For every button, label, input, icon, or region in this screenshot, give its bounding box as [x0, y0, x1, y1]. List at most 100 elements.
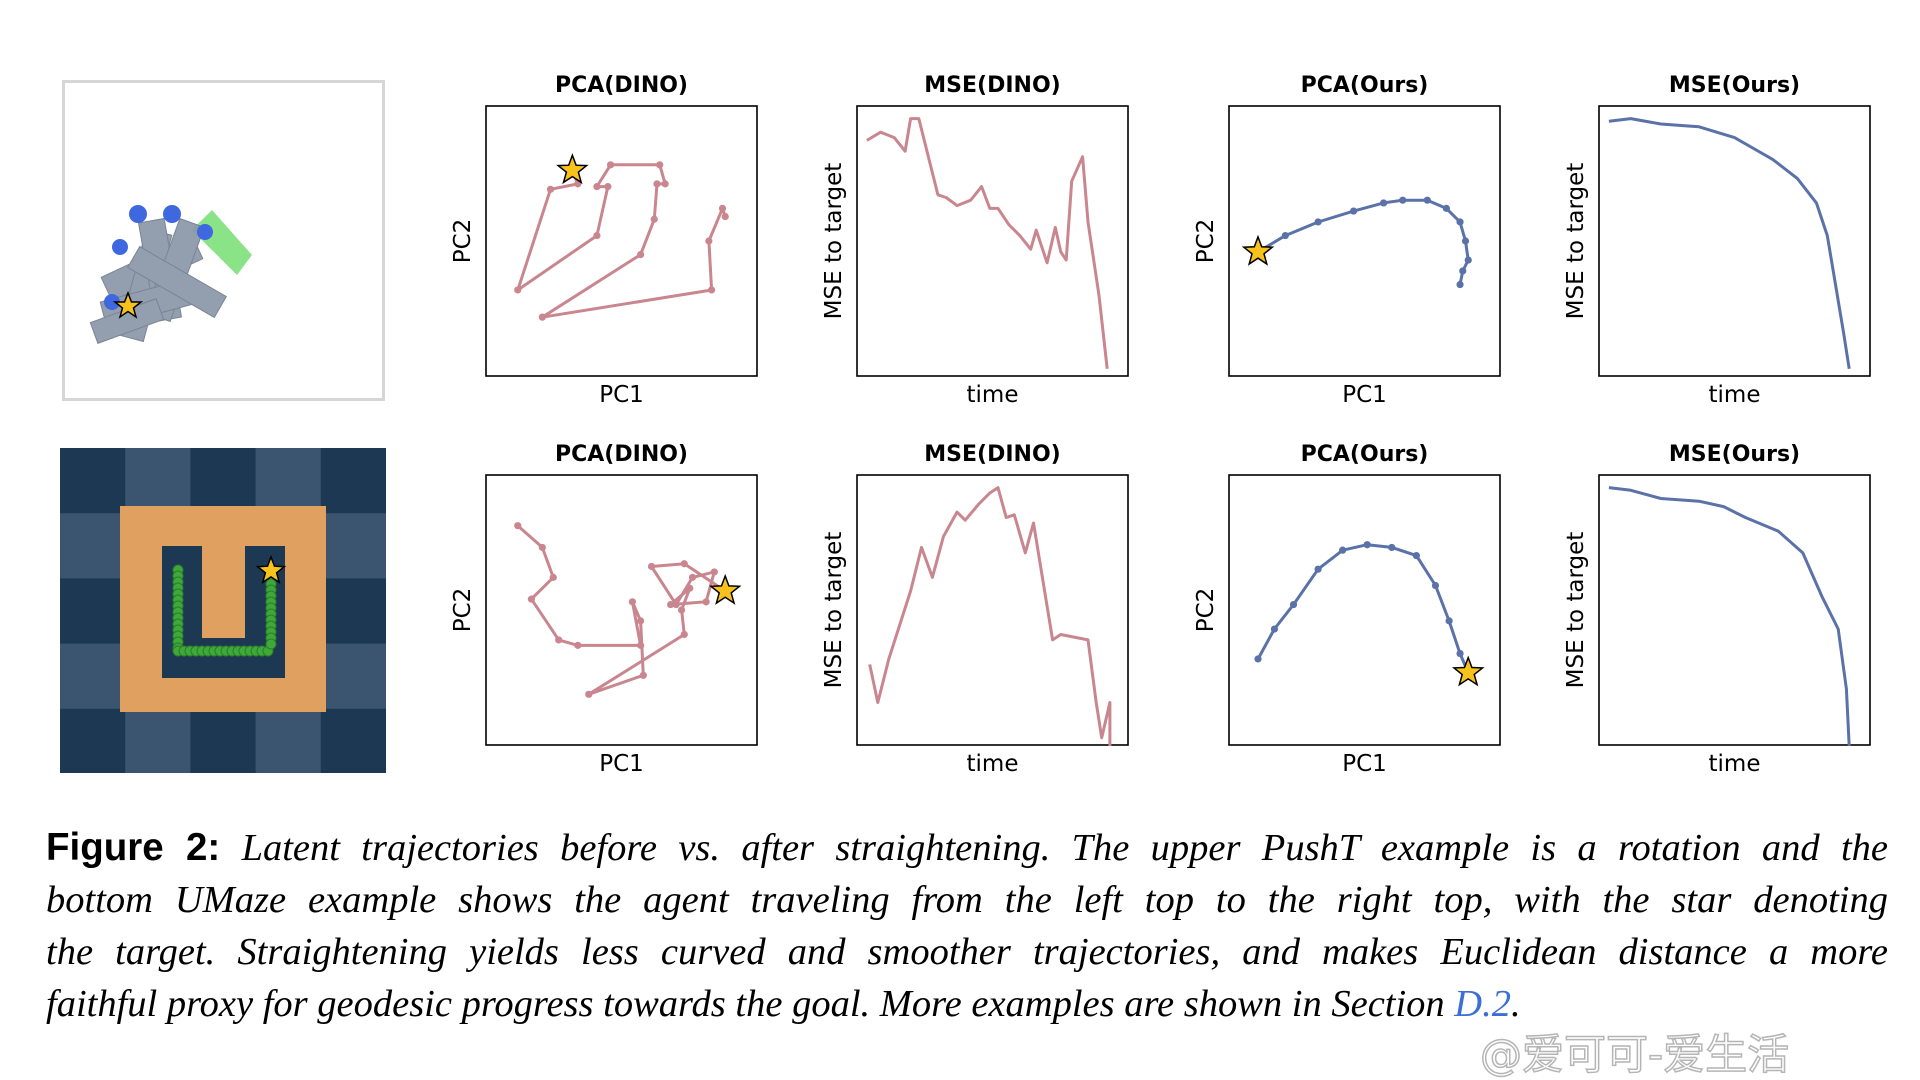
- trajectory-point: [1459, 267, 1467, 275]
- floor-tile: [190, 448, 257, 515]
- pusht-image: [62, 80, 385, 401]
- floor-tile: [60, 708, 127, 775]
- floor-tile: [60, 578, 127, 645]
- y-axis-label: MSE to target: [821, 531, 847, 689]
- trajectory-point: [721, 212, 729, 221]
- trajectory-point: [705, 237, 713, 245]
- x-axis-label: time: [966, 751, 1019, 777]
- chart-pca-ours-: [1228, 105, 1501, 377]
- trajectory-point: [1399, 196, 1407, 204]
- floor-tile: [125, 708, 192, 775]
- chart-title: MSE(Ours): [1668, 442, 1801, 467]
- figure-label: Figure 2:: [46, 826, 221, 869]
- maze-wall: [120, 506, 326, 712]
- floor-tile: [320, 513, 387, 580]
- trajectory-line: [516, 524, 727, 696]
- x-axis-label: PC1: [1342, 382, 1387, 408]
- trajectory-point: [1456, 649, 1464, 658]
- floor-tile: [255, 708, 322, 775]
- trajectory-point: [527, 595, 536, 603]
- caption-line-2: bottom UMaze example shows the agent tra…: [46, 879, 1888, 921]
- plot-frame: [485, 105, 758, 377]
- target-star-icon: [255, 554, 287, 585]
- trajectory-point: [593, 183, 601, 191]
- floor-tile: [320, 578, 387, 645]
- floor-tile: [60, 643, 127, 710]
- trajectory-point: [1388, 543, 1396, 552]
- trajectory-point: [538, 313, 546, 321]
- chart-mse-dino-: [856, 105, 1129, 377]
- chart-pca-ours-: [1228, 474, 1501, 746]
- trajectory-point: [661, 180, 669, 188]
- trajectory-point: [1339, 546, 1347, 554]
- target-star-icon: [1241, 234, 1275, 266]
- trajectory-point: [1349, 207, 1358, 215]
- target-star-icon: [556, 153, 589, 185]
- trajectory-point: [1464, 256, 1472, 264]
- trajectory-line: [1608, 117, 1851, 370]
- chart-mse-ours-: [1598, 105, 1871, 377]
- trajectory-point: [667, 600, 675, 609]
- trajectory-point: [1281, 231, 1289, 240]
- trajectory-point: [710, 568, 718, 576]
- trajectory-point: [1254, 655, 1262, 663]
- trajectory-point: [549, 573, 557, 581]
- plot-frame: [1228, 105, 1501, 377]
- agent-trajectory: [172, 564, 277, 657]
- x-axis-label: PC1: [599, 751, 644, 777]
- section-link[interactable]: D.2: [1454, 983, 1511, 1025]
- trajectory-point: [514, 522, 522, 530]
- target-star-icon: [112, 290, 144, 319]
- plot-frame: [856, 474, 1129, 746]
- trajectory-point: [1442, 204, 1450, 212]
- trajectory-line: [1257, 198, 1470, 285]
- chart-title: PCA(DINO): [555, 442, 688, 467]
- trajectory-point: [653, 180, 661, 188]
- trajectory-line: [1256, 543, 1470, 674]
- trajectory-point: [686, 584, 694, 592]
- watermark: @爱可可-爱生活: [1479, 1030, 1790, 1079]
- agent-positions: [104, 205, 213, 310]
- trajectory-point: [650, 215, 658, 223]
- maze-corridor: [162, 546, 285, 678]
- trajectory-point: [546, 185, 555, 193]
- trajectory-point: [1314, 218, 1322, 226]
- y-axis-label: PC2: [450, 587, 476, 633]
- trajectory-point: [555, 636, 563, 644]
- caption-line-1: Figure 2: Latent trajectories before vs.…: [46, 822, 1888, 874]
- trajectory-point: [637, 641, 645, 649]
- trajectory-point: [677, 606, 686, 614]
- x-axis-label: time: [1708, 751, 1761, 777]
- plot-frame: [485, 474, 758, 746]
- floor-tile: [320, 708, 387, 775]
- target-star-icon: [1451, 655, 1485, 687]
- trajectory-point: [680, 560, 688, 568]
- caption-line-4: faithful proxy for geodesic progress tow…: [46, 978, 1888, 1030]
- trajectory-point: [593, 231, 601, 240]
- trajectory-point: [1270, 625, 1279, 633]
- plot-frame: [1598, 105, 1871, 377]
- trajectory-point: [639, 671, 647, 679]
- chart-title: PCA(Ours): [1300, 442, 1429, 467]
- trajectory-point: [688, 573, 697, 581]
- x-axis-label: time: [966, 382, 1019, 408]
- trajectory-point: [1289, 600, 1298, 609]
- trajectory-point: [1431, 581, 1440, 590]
- y-axis-label: MSE to target: [1563, 162, 1589, 320]
- floor-tile: [320, 448, 387, 515]
- chart-title: PCA(DINO): [555, 73, 688, 98]
- floor-tile: [320, 643, 387, 710]
- trajectory-point: [1456, 218, 1464, 226]
- trajectory-line: [868, 486, 1112, 746]
- trajectory-point: [680, 630, 688, 639]
- trajectory-point: [718, 204, 727, 212]
- chart-title: PCA(Ours): [1300, 73, 1429, 98]
- target-star-icon: [708, 573, 742, 605]
- chart-title: MSE(Ours): [1668, 73, 1801, 98]
- chart-title: MSE(DINO): [924, 73, 1061, 98]
- x-axis-label: time: [1708, 382, 1761, 408]
- y-axis-label: MSE to target: [821, 162, 847, 320]
- trajectory-point: [604, 183, 612, 191]
- chart-mse-dino-: [856, 474, 1129, 746]
- y-axis-label: PC2: [1193, 587, 1219, 633]
